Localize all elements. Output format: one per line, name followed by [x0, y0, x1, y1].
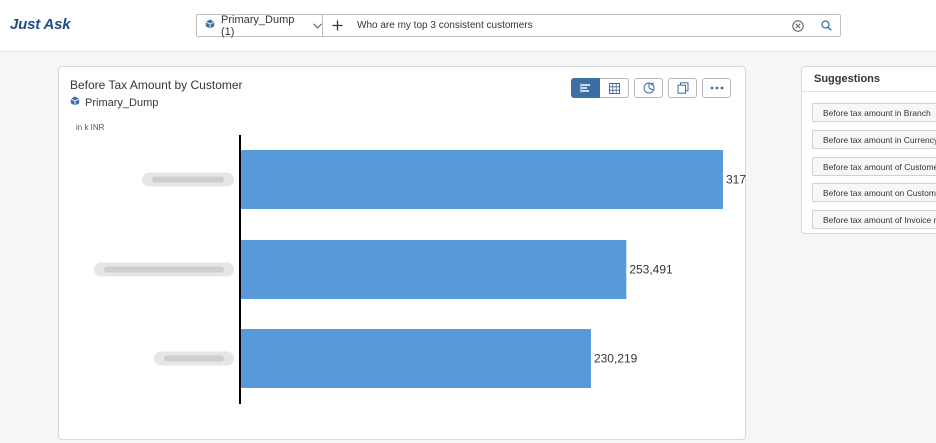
cube-icon — [205, 19, 215, 32]
category-label-smudge — [164, 355, 224, 362]
category-label-smudge — [152, 176, 224, 183]
add-button[interactable] — [323, 15, 351, 36]
suggestion-item[interactable]: Before tax amount of Customer — [812, 157, 936, 176]
data-label: 230,219 — [594, 352, 638, 366]
suggestions-panel: Suggestions Before tax amount in Branch … — [801, 66, 936, 234]
bar[interactable] — [241, 150, 723, 209]
more-button[interactable] — [702, 78, 731, 98]
suggestion-item[interactable]: Before tax amount in Branch — [812, 103, 936, 122]
source-select[interactable]: Primary_Dump (1) — [197, 13, 323, 38]
table-view-button[interactable] — [600, 78, 629, 98]
table-icon — [608, 82, 620, 94]
search-bar: Primary_Dump (1) Who are my top 3 consis… — [196, 13, 841, 38]
data-label: 317,091 — [726, 173, 747, 187]
search-icon — [820, 20, 832, 31]
cube-icon — [70, 96, 80, 109]
chart-toolbar — [571, 78, 731, 98]
suggestions-header: Suggestions — [802, 67, 936, 92]
bar-chart: 317,091 253,491 230,219 — [94, 135, 747, 404]
suggestion-item[interactable]: Before tax amount on Customer — [812, 183, 936, 202]
chart-card: Before Tax Amount by Customer Primary_Du… — [58, 66, 747, 440]
suggestion-item[interactable]: Before tax amount in Currency — [812, 130, 936, 149]
data-label: 253,491 — [629, 263, 673, 277]
chart-type-button[interactable] — [634, 78, 663, 98]
chart-type-icon — [643, 82, 654, 94]
chart-view-button[interactable] — [571, 78, 600, 98]
clear-button[interactable] — [784, 15, 812, 36]
app-title: Just Ask — [10, 16, 71, 33]
chart-source: Primary_Dump — [70, 96, 158, 109]
more-icon — [710, 86, 723, 90]
bar[interactable] — [241, 329, 591, 388]
category-label-smudge — [104, 266, 224, 273]
chart-source-label: Primary_Dump — [85, 96, 159, 109]
copy-button[interactable] — [668, 78, 697, 98]
search-input[interactable]: Who are my top 3 consistent customers — [357, 20, 533, 31]
bar[interactable] — [241, 240, 627, 299]
search-button[interactable] — [812, 15, 840, 36]
chart-title: Before Tax Amount by Customer — [70, 78, 243, 92]
bar-chart-icon — [580, 83, 590, 93]
clear-icon — [792, 19, 804, 32]
plus-icon — [332, 20, 342, 31]
source-select-label: Primary_Dump (1) — [221, 13, 295, 38]
chevron-down-icon — [313, 20, 322, 32]
top-bar: Just Ask Primary_Dump (1) Who are my top… — [0, 0, 936, 52]
unit-label: in k INR — [76, 123, 105, 132]
suggestion-item[interactable]: Before tax amount of Invoice no — [812, 210, 936, 229]
copy-icon — [677, 82, 688, 94]
